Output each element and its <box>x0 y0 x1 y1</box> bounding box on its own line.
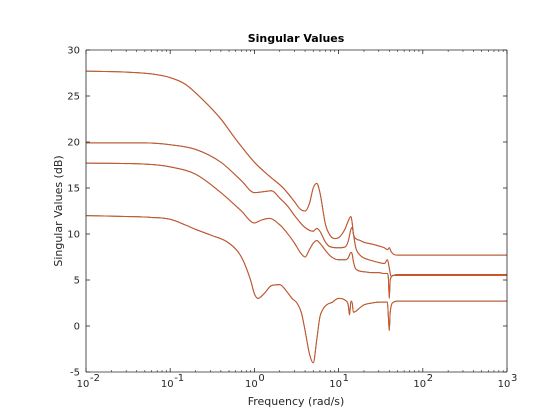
y-tick-labels: -5 0 5 10 15 20 25 30 <box>67 46 80 379</box>
y-tick-label: 10 <box>67 230 80 241</box>
y-tick-label: 20 <box>67 138 80 149</box>
x-tick-label: 10 <box>161 379 174 390</box>
x-tick-exponent: 3 <box>511 373 517 384</box>
x-tick-label: 10 <box>498 379 511 390</box>
x-tick-exponent: 0 <box>258 373 264 384</box>
y-tick-label: 15 <box>67 184 80 195</box>
singular-value-line-1 <box>85 70 507 256</box>
x-tick-label: 10 <box>413 379 426 390</box>
chart-title: Singular Values <box>248 32 345 45</box>
y-tick-label: 0 <box>74 322 80 333</box>
x-tick-exponent: -1 <box>174 373 184 384</box>
x-tick-label: 10 <box>245 379 258 390</box>
y-tick-label: -5 <box>70 368 80 379</box>
y-axis-label: Singular Values (dB) <box>52 155 65 266</box>
plot-area <box>86 50 507 372</box>
singular-value-line-3 <box>85 162 507 299</box>
ticks-layer <box>85 49 508 373</box>
axes-frame <box>85 49 508 373</box>
y-tick-label: 30 <box>67 46 80 57</box>
singular-value-line-2 <box>85 142 507 277</box>
x-tick-exponent: 1 <box>343 373 349 384</box>
x-tick-label: 10 <box>329 379 342 390</box>
y-tick-label: 5 <box>74 276 80 287</box>
x-tick-exponent: 2 <box>427 373 433 384</box>
x-axis-label: Frequency (rad/s) <box>248 395 345 408</box>
x-tick-label: 10 <box>77 379 90 390</box>
x-tick-exponent: -2 <box>90 373 100 384</box>
singular-value-line-4 <box>85 215 507 364</box>
curves-layer <box>85 70 507 364</box>
y-tick-label: 25 <box>67 92 80 103</box>
